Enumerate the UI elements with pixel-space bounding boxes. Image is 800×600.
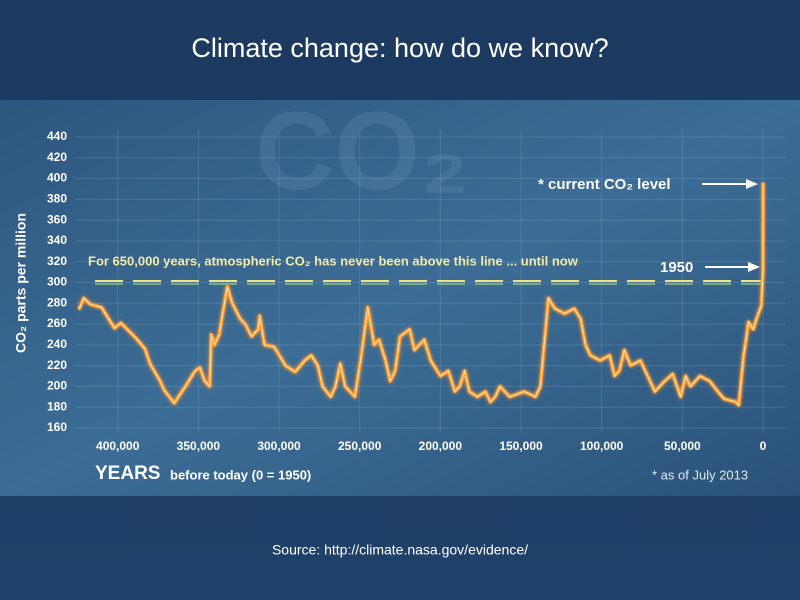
x-tick-label: 150,000 — [499, 439, 543, 453]
x-tick-label: 200,000 — [419, 439, 463, 453]
chart-panel — [0, 100, 800, 496]
annotation: * current CO₂ level — [538, 176, 671, 193]
y-tick-label: 280 — [47, 295, 67, 309]
y-tick-label: 180 — [47, 399, 67, 413]
x-tick-label: 350,000 — [177, 439, 221, 453]
y-tick-label: 260 — [47, 316, 67, 330]
threshold-label: For 650,000 years, atmospheric CO₂ has n… — [88, 253, 579, 268]
footnote: * as of July 2013 — [652, 467, 748, 482]
y-axis-label: CO₂ parts per million — [13, 213, 29, 353]
y-tick-label: 240 — [47, 337, 67, 351]
x-tick-label: 50,000 — [664, 439, 701, 453]
arrow — [702, 179, 760, 272]
y-tick-label: 160 — [47, 420, 67, 434]
y-tick-label: 220 — [47, 358, 67, 372]
y-tick-label: 420 — [47, 150, 67, 164]
source: Source: http://climate.nasa.gov/evidence… — [272, 542, 528, 558]
y-tick-label: 380 — [47, 192, 67, 206]
y-tick-label: 340 — [47, 233, 67, 247]
y-tick-label: 360 — [47, 212, 67, 226]
y-tick-label: 300 — [47, 275, 67, 289]
x-tick-label: 300,000 — [257, 439, 301, 453]
x-tick-label: 400,000 — [96, 439, 140, 453]
y-tick-label: 320 — [47, 254, 67, 268]
x-tick-label: 250,000 — [338, 439, 382, 453]
annotation: 1950 — [660, 259, 693, 276]
y-tick-label: 400 — [47, 171, 67, 185]
x-tick-label: 0 — [760, 439, 767, 453]
line-highlight — [78, 182, 764, 406]
x-axis-note: before today (0 = 1950) — [170, 467, 311, 482]
y-tick-label: 440 — [47, 129, 67, 143]
chart-title: Climate change: how do we know? — [191, 33, 608, 63]
y-tick-label: 200 — [47, 379, 67, 393]
x-tick-label: 100,000 — [580, 439, 624, 453]
x-axis-label: YEARS — [95, 463, 160, 484]
watermark: CO₂ — [255, 90, 469, 213]
